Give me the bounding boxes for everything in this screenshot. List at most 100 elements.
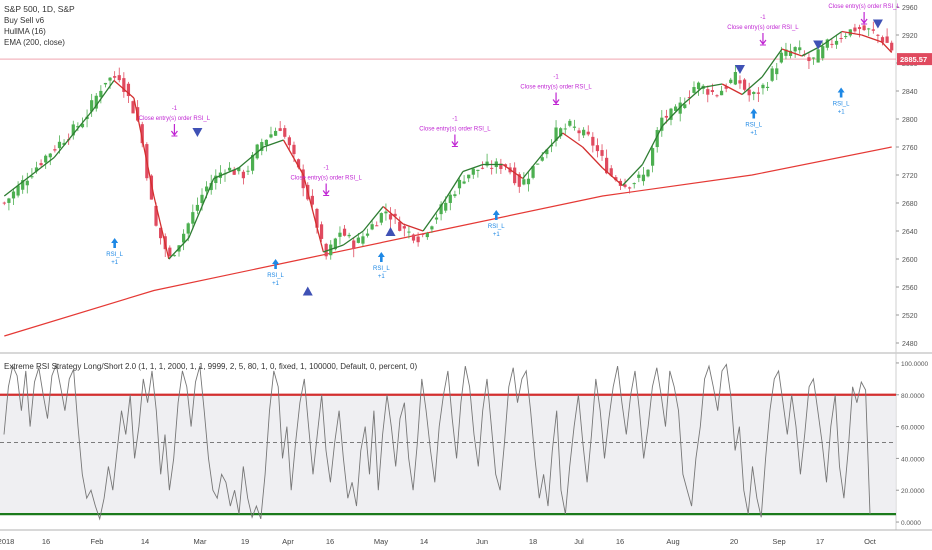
candle-body	[430, 226, 434, 230]
oscillator-tick-label: 20.0000	[901, 488, 925, 495]
candle-body	[559, 128, 563, 137]
oscillator-tick-label: 100.0000	[901, 361, 928, 368]
candle-body	[200, 194, 204, 203]
candle-body	[876, 34, 880, 36]
candle-body	[765, 86, 770, 89]
entry-arrow-icon	[111, 238, 119, 248]
candle-body	[103, 82, 108, 85]
candle-body	[250, 154, 255, 171]
time-tick-label: Sep	[772, 537, 785, 546]
entry-qty-label: +1	[838, 110, 846, 116]
candle-body	[646, 169, 650, 177]
candle-body	[57, 141, 62, 149]
candle-body	[264, 139, 268, 146]
candle-body	[342, 228, 347, 236]
candle-body	[209, 182, 213, 191]
candle-body	[44, 155, 48, 163]
candle-body	[513, 167, 517, 184]
candle-body	[315, 208, 319, 228]
candle-body	[425, 233, 429, 238]
candle-body	[582, 129, 586, 136]
candle-body	[673, 106, 678, 111]
candle-body	[287, 137, 291, 146]
hull-ma-segment	[53, 108, 95, 158]
sell-triangle-icon	[813, 40, 824, 50]
candle-body	[540, 157, 544, 161]
candle-body	[62, 142, 66, 145]
time-axis[interactable]: 2018 16 Feb 14 Mar 19 Apr 16 May 14 Jun 18 Jul 16 Aug 2…	[0, 529, 932, 546]
price-tick-label: 2920	[902, 33, 918, 40]
oscillator-title: Extreme RSI Strategy Long/Short 2.0 (1, …	[4, 362, 418, 371]
hull-ma-segment	[761, 48, 783, 78]
oscillator-pane[interactable]: 0.0000 20.0000 40.0000 60.0000 80.0000 100.00…	[0, 361, 928, 527]
hull-ma-segment	[342, 230, 364, 246]
exit-qty-label: -1	[452, 117, 458, 123]
candle-body	[462, 181, 466, 184]
candle-body	[853, 27, 857, 32]
price-pane[interactable]: 2480 2520 2560 2600 2640 2680 2720 2760 2800 2840…	[0, 0, 932, 530]
candle-body	[39, 163, 43, 166]
candle-body	[292, 144, 296, 155]
entry-arrow-icon	[377, 252, 385, 262]
entry-qty-label: +1	[493, 232, 501, 238]
hull-ma-segment	[721, 83, 743, 96]
candle-body	[545, 149, 549, 155]
time-tick-label: 19	[241, 537, 249, 546]
candle-body	[99, 90, 103, 98]
candle-body	[733, 72, 737, 85]
candle-body	[641, 174, 646, 182]
candle-body	[563, 128, 567, 130]
candle-body	[526, 178, 531, 185]
candle-body	[361, 236, 365, 244]
candle-body	[664, 115, 669, 118]
candle-body	[154, 205, 158, 226]
candle-body	[407, 231, 411, 233]
candle-body	[517, 174, 521, 187]
candle-body	[108, 77, 112, 81]
candle-body	[140, 124, 144, 144]
hull-ma-segment	[133, 97, 155, 197]
candle-body	[890, 42, 894, 51]
candle-body	[485, 161, 489, 166]
time-tick-label: 20	[730, 537, 738, 546]
exit-arrow-icon	[170, 124, 178, 136]
exit-qty-label: -1	[553, 75, 559, 81]
candle-body	[637, 174, 641, 178]
oscillator-tick-label: 40.0000	[901, 456, 925, 463]
candle-body	[398, 221, 402, 231]
candle-body	[821, 46, 825, 59]
exit-qty-label: -1	[323, 166, 329, 172]
indicator-hullma-label: HullMA (16)	[4, 27, 46, 36]
candle-body	[117, 75, 121, 81]
candle-body	[595, 145, 600, 152]
candle-body	[34, 167, 39, 172]
candle-body	[453, 194, 457, 197]
candle-body	[122, 78, 126, 92]
buy-triangle-icon	[302, 286, 313, 296]
oscillator-tick-label: 0.0000	[901, 520, 921, 527]
price-tick-label: 2520	[902, 313, 918, 320]
hull-ma-segment	[542, 132, 564, 155]
candle-body	[71, 124, 75, 136]
candle-body	[347, 234, 351, 237]
candle-body	[798, 47, 802, 51]
time-tick-label: 16	[42, 537, 50, 546]
time-tick-label: Aug	[666, 537, 679, 546]
candle-body	[278, 128, 282, 131]
candle-body	[577, 130, 581, 134]
candle-body	[770, 68, 774, 81]
candle-body	[182, 233, 186, 243]
hull-ma-segment	[562, 132, 583, 148]
candle-body	[696, 82, 701, 90]
oscillator-line	[3, 362, 871, 521]
exit-order-label: Close entry(s) order RSI_L	[727, 25, 799, 31]
hull-ma-segment	[362, 206, 384, 232]
time-tick-label: Jul	[574, 537, 584, 546]
candle-body	[591, 136, 595, 146]
hull-ma-segment	[382, 206, 404, 225]
candle-body	[16, 185, 20, 196]
candle-body	[21, 180, 25, 190]
hull-ma-segment	[582, 146, 604, 169]
candle-body	[324, 243, 328, 257]
indicator-ema-label: EMA (200, close)	[4, 38, 65, 47]
